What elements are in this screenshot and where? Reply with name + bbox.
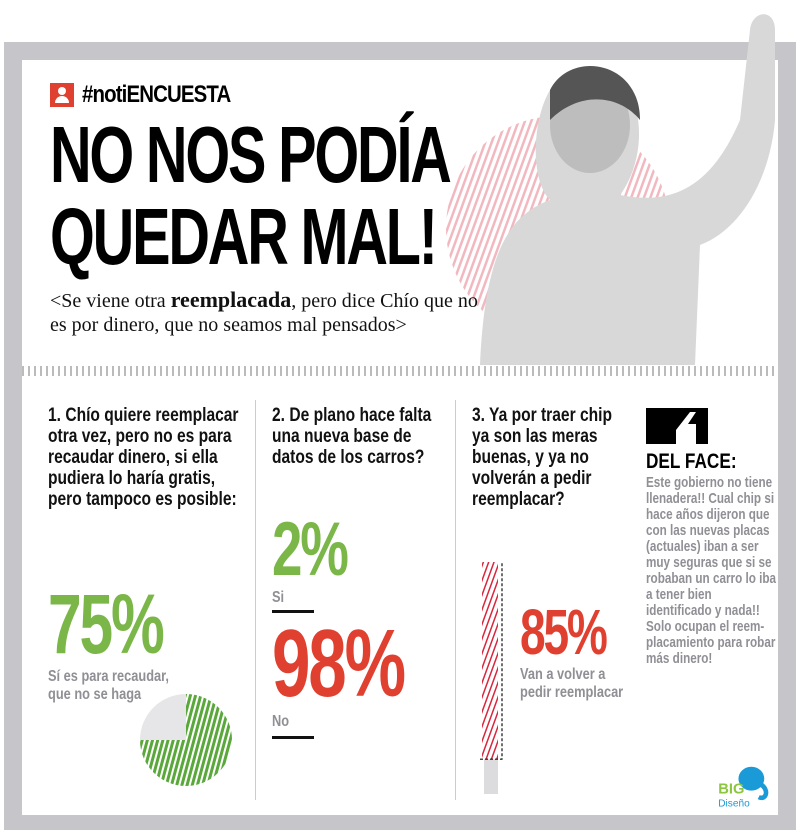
quote-icon (646, 408, 708, 444)
notiencuesta-tag: #notiENCUESTA (50, 82, 257, 108)
bar-dashed-outline (480, 562, 503, 760)
big-diseno-logo: BIG Diseño (718, 766, 769, 809)
user-icon (50, 83, 74, 107)
dotted-divider (22, 366, 778, 376)
subtitle-post: , pero dice Chío que no es por dinero, q… (50, 290, 478, 336)
title-line-2: QUEDAR MAL! (50, 192, 438, 281)
question-1: 1. Chío quiere reemplacar otra vez, pero… (48, 405, 239, 510)
pie-slice-75 (140, 694, 232, 786)
subtitle: <Se viene otra reemplacada, pero dice Ch… (50, 288, 490, 337)
del-face-text: Este gobierno no tiene llenadera!! Cual … (646, 474, 777, 667)
bar-fill-85 (482, 562, 498, 760)
q2-label-no: No (272, 713, 290, 730)
q3-bar-chart (480, 562, 503, 794)
q3-percent: 85% (520, 596, 608, 668)
q2-percent-no: 98% (272, 610, 406, 717)
q1-label: Sí es para recaudar, que no se haga (48, 668, 169, 703)
q1-pie-chart (140, 694, 232, 786)
rule (272, 736, 314, 739)
bar-remainder (484, 759, 498, 794)
person-hair (550, 66, 640, 120)
politician-photo (446, 14, 775, 365)
q3-label: Van a volver a pedir reemplacar (520, 666, 624, 701)
tag-text: #notiENCUESTA (82, 81, 231, 108)
q2-percent-si: 2% (272, 507, 349, 592)
question-2: 2. De plano hace falta una nueva base de… (272, 405, 432, 468)
question-3: 3. Ya por traer chip ya son las meras bu… (472, 405, 613, 510)
page-title: NO NOS PODÍA QUEDAR MAL! (50, 114, 482, 278)
rule (272, 610, 314, 613)
column-divider (455, 400, 456, 800)
del-face-title: DEL FACE: (646, 450, 737, 473)
q2-label-si: Si (272, 589, 285, 606)
title-line-1: NO NOS PODÍA (50, 110, 452, 199)
q1-percent: 75% (48, 577, 165, 671)
column-divider (255, 400, 256, 800)
subtitle-bold: reemplacada (170, 287, 292, 312)
svg-text:BIG: BIG (718, 781, 744, 797)
svg-text:Diseño: Diseño (718, 798, 750, 809)
subtitle-pre: <Se viene otra (50, 290, 171, 312)
